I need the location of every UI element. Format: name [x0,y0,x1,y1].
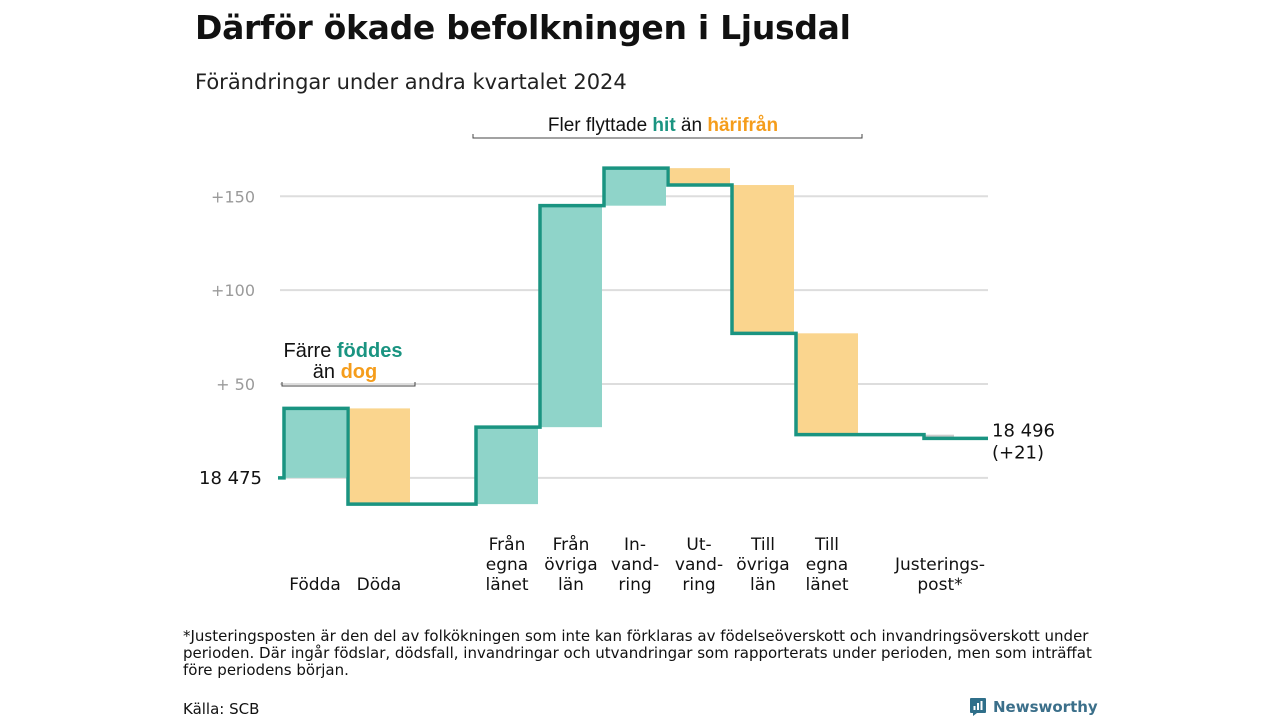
waterfall-bar [476,427,538,505]
births-annotation-line1: Färre föddes [284,340,403,362]
y-tick-label: + 50 [216,375,255,394]
bars-layer [284,168,954,505]
brand-logo: Newsworthy [969,697,1098,717]
category-label: Döda [357,575,402,595]
brand-name: Newsworthy [993,698,1098,716]
waterfall-bar [540,205,602,428]
category-label: län [558,575,584,595]
category-label: Födda [289,575,341,595]
category-label: egna [806,555,848,575]
footnote: *Justeringsposten är den del av folkökni… [183,627,1092,679]
category-label: ring [682,575,715,595]
y-tick-label: +150 [211,187,255,206]
source-credit: Källa: SCB [183,700,260,718]
births-bracket [281,382,416,387]
category-label: Från [553,534,590,555]
line-layer [278,166,988,506]
category-label: länet [805,575,848,595]
category-label: In- [624,535,646,555]
waterfall-bar [284,408,346,478]
category-label: Till [814,535,839,555]
category-label: län [750,575,776,595]
chart-title: Därför ökade befolkningen i Ljusdal [195,8,851,47]
category-label: övriga [736,555,789,575]
cumulative-step-line [278,166,988,506]
waterfall-bar [668,168,730,186]
births-annotation-line2: än dog [313,361,377,383]
newsworthy-logo-icon [970,698,986,716]
category-label: Justerings- [894,555,985,575]
migration-bracket [472,134,863,139]
category-label: Ut- [686,535,711,555]
category-label: ring [618,575,651,595]
category-label: vand- [675,555,723,575]
category-label: vand- [611,555,659,575]
waterfall-bar [924,434,954,439]
category-label: egna [486,555,528,575]
category-label: Till [750,535,775,555]
chart-subtitle: Förändringar under andra kvartalet 2024 [195,70,627,94]
start-value-label: 18 475 [199,468,262,489]
end-change-label: (+21) [992,442,1044,463]
waterfall-bar [732,185,794,334]
waterfall-bar [604,168,666,206]
waterfall-bar [796,333,858,435]
migration-annotation: Fler flyttade hit än härifrån [548,115,778,136]
category-label: Från [489,534,526,555]
end-value-label: 18 496 [992,420,1055,441]
waterfall-bar [348,408,410,505]
category-label: post* [917,575,962,595]
y-tick-label: +100 [211,281,255,300]
category-label: övriga [544,555,597,575]
category-label: länet [485,575,528,595]
